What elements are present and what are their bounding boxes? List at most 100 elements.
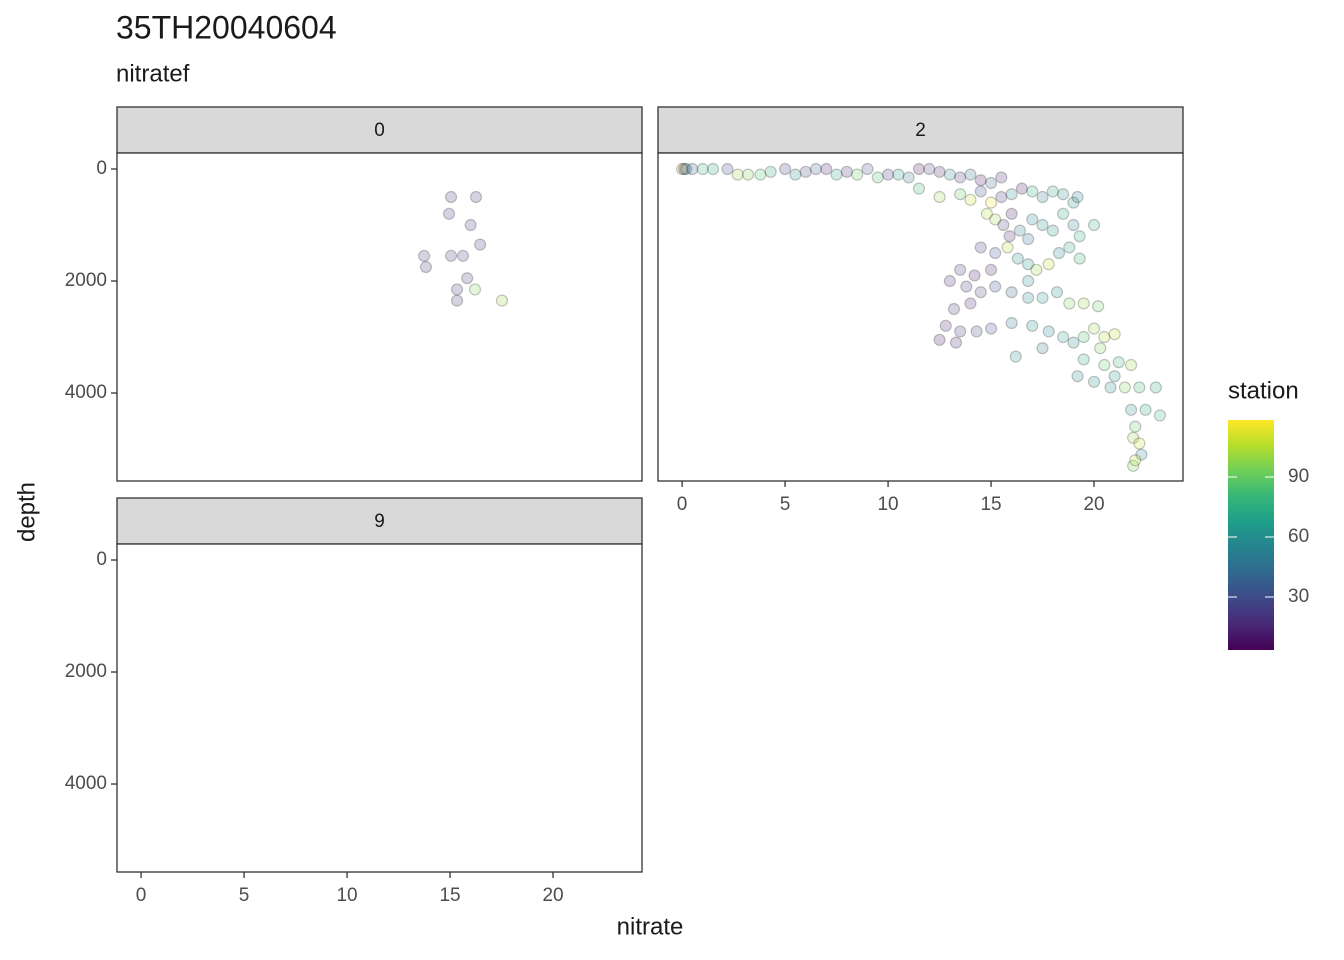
data-point (974, 185, 987, 198)
x-tick-label: 0 (136, 885, 147, 906)
data-point (1005, 286, 1018, 299)
data-point (678, 162, 691, 176)
data-point (1011, 252, 1024, 265)
data-point (1046, 185, 1059, 198)
data-point (1124, 403, 1138, 416)
y-tick-label: 4000 (65, 773, 107, 794)
data-point (1077, 297, 1090, 310)
data-point (1067, 218, 1080, 232)
data-point (444, 190, 458, 204)
data-point (995, 190, 1008, 204)
colorbar-tick-label: 60 (1288, 526, 1309, 547)
x-tick-label: 15 (439, 885, 460, 906)
x-tick-label: 20 (1083, 494, 1104, 515)
data-point (960, 280, 973, 293)
data-point (1077, 330, 1090, 344)
data-point (1149, 381, 1162, 394)
data-point (1005, 316, 1018, 330)
data-point (923, 162, 936, 176)
data-point (1087, 218, 1101, 232)
data-point (799, 165, 812, 178)
x-tick-label: 10 (877, 494, 898, 515)
data-point (912, 162, 926, 176)
data-point (1129, 420, 1142, 433)
data-point (741, 168, 755, 181)
data-point (830, 168, 843, 181)
data-point (989, 213, 1002, 226)
data-point (764, 165, 777, 178)
data-point (989, 246, 1002, 260)
legend-title: station (1228, 377, 1299, 404)
data-point (840, 165, 853, 178)
data-point (980, 207, 994, 220)
x-tick-label: 5 (780, 494, 791, 515)
data-point (1098, 358, 1111, 372)
data-point (1057, 188, 1070, 201)
data-point (1015, 182, 1029, 195)
x-axis-title: nitrate (617, 913, 684, 940)
y-tick-label: 0 (96, 158, 107, 179)
data-point (1057, 207, 1070, 220)
chart-title: 35TH20040604 (116, 9, 337, 45)
data-point (1108, 370, 1121, 383)
colorbar (1228, 420, 1274, 650)
facet-strip (657, 106, 1184, 154)
data-point (1073, 230, 1086, 243)
data-point (974, 286, 987, 299)
data-point (686, 162, 699, 176)
data-point (902, 171, 915, 184)
data-point (1026, 213, 1039, 226)
x-tick-label: 10 (336, 885, 357, 906)
panel (116, 543, 643, 873)
data-point (1052, 246, 1066, 260)
data-point (444, 249, 458, 262)
data-point (1071, 190, 1084, 204)
data-point (970, 325, 983, 338)
colorbar-tick-label: 30 (1288, 586, 1309, 607)
data-point (974, 174, 987, 187)
data-point (964, 168, 977, 181)
data-point (1124, 358, 1138, 372)
data-point (871, 171, 884, 184)
data-point (809, 162, 823, 176)
data-point (1036, 291, 1049, 304)
data-point (1139, 403, 1152, 416)
chart-subtitle: nitratef (116, 60, 190, 87)
data-point (1036, 218, 1049, 232)
x-tick-label: 20 (542, 885, 563, 906)
data-point (1127, 431, 1140, 444)
data-point (933, 333, 946, 346)
data-point (1073, 252, 1086, 265)
data-point (1042, 325, 1055, 338)
data-point (1087, 322, 1101, 335)
data-point (1013, 224, 1026, 237)
facet-label: 9 (374, 511, 385, 532)
data-point (954, 171, 967, 184)
data-point (984, 176, 998, 190)
facet-label: 2 (915, 120, 926, 141)
data-point (974, 241, 987, 254)
data-point (706, 162, 720, 176)
data-point (1127, 459, 1140, 472)
data-point (731, 168, 744, 181)
data-point (968, 269, 981, 282)
data-point (1133, 381, 1146, 394)
data-point (1022, 274, 1035, 288)
data-point (1042, 258, 1055, 271)
data-point (419, 260, 433, 274)
data-point (892, 168, 905, 181)
data-point (464, 218, 477, 232)
data-point (989, 280, 1002, 293)
data-point (984, 263, 998, 276)
data-point (495, 294, 509, 307)
panel (657, 152, 1184, 482)
data-point (1046, 224, 1059, 237)
data-point (984, 196, 998, 209)
data-point (954, 263, 967, 276)
data-point (1092, 300, 1105, 313)
data-point (1108, 328, 1121, 341)
facet-strip (116, 497, 643, 545)
data-point (954, 325, 967, 338)
